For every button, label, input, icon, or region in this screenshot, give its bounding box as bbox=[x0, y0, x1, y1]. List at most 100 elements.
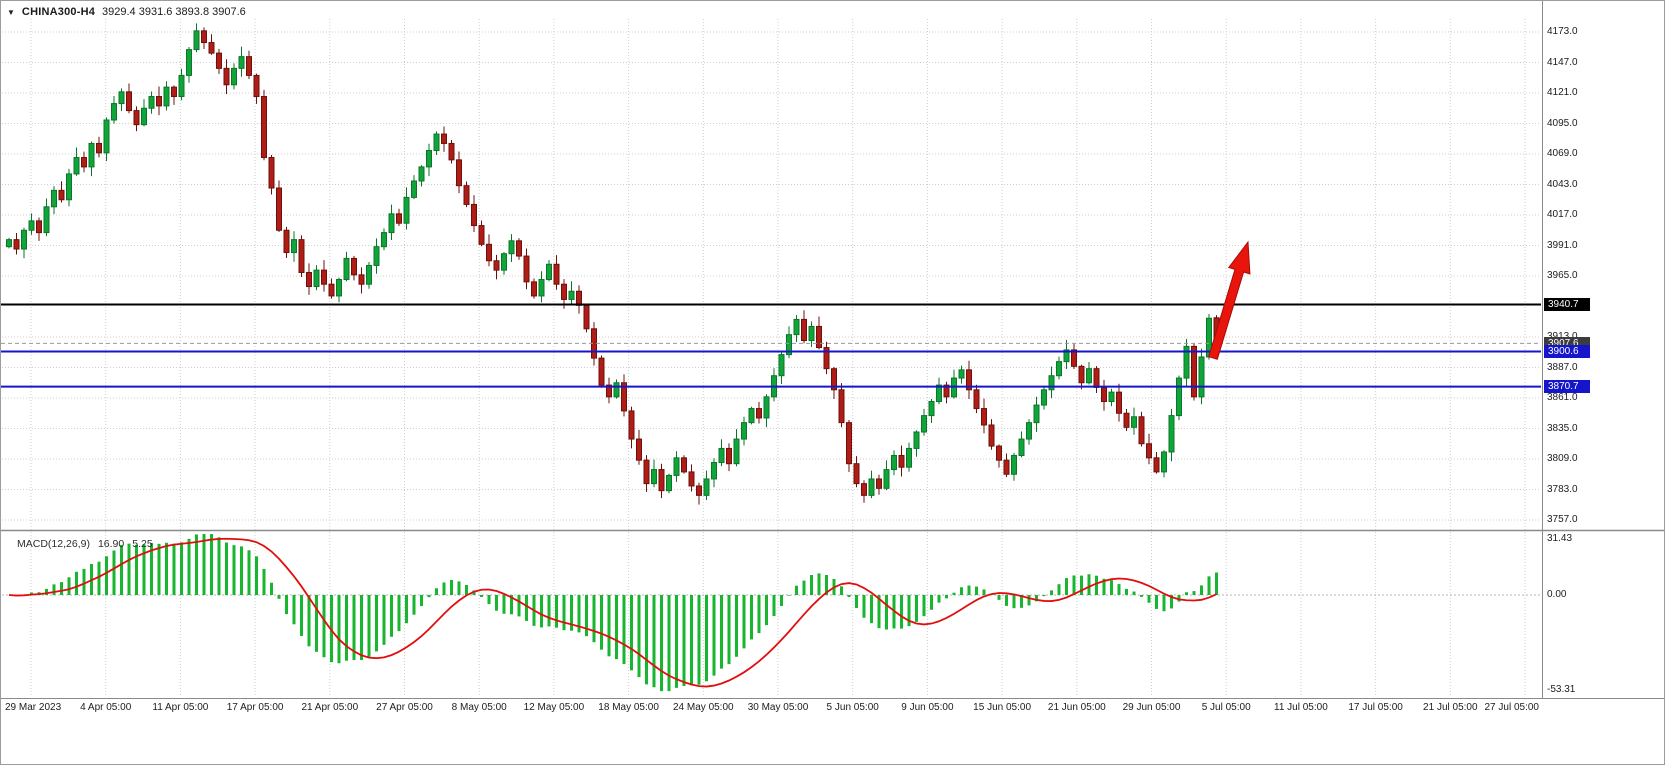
bear-candle bbox=[561, 283, 567, 300]
macd-tick-label: 0.00 bbox=[1547, 589, 1567, 600]
bull-candle bbox=[43, 206, 50, 234]
bear-candle bbox=[441, 133, 447, 144]
bear-candle bbox=[1093, 368, 1100, 388]
price-tick-label: 3783.0 bbox=[1547, 483, 1578, 495]
bear-candle bbox=[981, 408, 987, 426]
up-arrow-annotation[interactable] bbox=[1208, 240, 1251, 360]
price-tick-label: 3809.0 bbox=[1547, 453, 1578, 464]
bull-candle bbox=[388, 213, 395, 234]
bull-candle bbox=[1168, 415, 1175, 453]
time-tick-label: 21 Jun 05:00 bbox=[1047, 702, 1106, 713]
bear-candle bbox=[658, 469, 665, 492]
bull-candle bbox=[118, 91, 125, 105]
bear-candle bbox=[471, 203, 477, 227]
bull-candle bbox=[381, 232, 387, 248]
bear-candle bbox=[36, 220, 42, 234]
bull-candle bbox=[568, 290, 575, 300]
price-tick-label: 4043.0 bbox=[1547, 178, 1578, 190]
bull-candle bbox=[21, 229, 27, 250]
bear-candle bbox=[321, 269, 327, 285]
time-tick-label: 27 Apr 05:00 bbox=[376, 702, 433, 713]
bear-candle bbox=[688, 471, 695, 487]
bull-candle bbox=[231, 67, 237, 86]
bull-candle bbox=[1048, 375, 1055, 391]
bull-candle bbox=[163, 86, 170, 107]
symbol-title: CHINA300-H4 bbox=[21, 6, 96, 18]
bear-candle bbox=[523, 255, 530, 283]
bear-candle bbox=[1146, 443, 1152, 459]
time-tick-label: 5 Jul 05:00 bbox=[1201, 702, 1251, 713]
time-tick-label: 4 Apr 05:00 bbox=[80, 702, 132, 713]
bear-candle bbox=[253, 74, 260, 98]
candlestick-series bbox=[6, 23, 1220, 505]
time-tick-label: 27 Jul 05:00 bbox=[1484, 702, 1540, 713]
bear-candle bbox=[358, 274, 365, 285]
bear-candle bbox=[208, 42, 215, 54]
bull-candle bbox=[28, 220, 35, 231]
bull-candle bbox=[343, 257, 350, 281]
bear-candle bbox=[201, 30, 207, 44]
bear-candle bbox=[576, 290, 582, 306]
macd-signal-value: 5.25 bbox=[132, 538, 153, 550]
bull-candle bbox=[1131, 416, 1137, 428]
bull-candle bbox=[66, 173, 72, 201]
bear-candle bbox=[816, 325, 822, 349]
macd-histogram bbox=[15, 534, 1218, 692]
bear-candle bbox=[1116, 391, 1122, 414]
bull-candle bbox=[613, 382, 620, 398]
bull-candle bbox=[703, 478, 710, 496]
time-tick-label: 21 Apr 05:00 bbox=[301, 702, 359, 713]
time-tick-label: 11 Apr 05:00 bbox=[152, 702, 209, 713]
bull-candle bbox=[336, 279, 342, 297]
bear-candle bbox=[1078, 365, 1085, 384]
bear-candle bbox=[133, 110, 140, 126]
bull-candle bbox=[1018, 438, 1025, 456]
bear-candle bbox=[1153, 457, 1160, 473]
bull-candle bbox=[808, 325, 815, 342]
bull-candle bbox=[1056, 361, 1062, 377]
time-tick-label: 17 Jul 05:00 bbox=[1348, 702, 1403, 713]
bull-candle bbox=[373, 246, 380, 266]
symbol-dropdown-icon[interactable]: ▼ bbox=[7, 7, 15, 17]
bull-candle bbox=[51, 189, 57, 208]
bull-candle bbox=[103, 119, 110, 154]
time-tick-label: 12 May 05:00 bbox=[523, 702, 585, 713]
bull-candle bbox=[786, 334, 792, 356]
bear-candle bbox=[988, 424, 995, 447]
time-tick-label: 24 May 05:00 bbox=[672, 702, 734, 713]
bear-candle bbox=[966, 369, 972, 391]
price-tick-label: 4017.0 bbox=[1547, 209, 1578, 220]
bear-candle bbox=[598, 357, 605, 386]
macd-title: MACD(12,26,9) bbox=[17, 538, 90, 550]
bull-candle bbox=[741, 422, 747, 440]
bull-candle bbox=[1161, 451, 1167, 473]
bull-candle bbox=[1063, 349, 1070, 363]
price-tick-label: 3835.0 bbox=[1547, 422, 1578, 434]
time-tick-label: 11 Jul 05:00 bbox=[1274, 702, 1328, 713]
bear-candle bbox=[478, 225, 485, 245]
bull-candle bbox=[921, 415, 927, 433]
bear-candle bbox=[223, 67, 230, 86]
bear-candle bbox=[1101, 386, 1107, 403]
price-tick-label: 3887.0 bbox=[1547, 361, 1578, 373]
bear-candle bbox=[861, 483, 867, 496]
bear-candle bbox=[853, 463, 860, 485]
bear-candle bbox=[726, 447, 732, 465]
bull-candle bbox=[313, 269, 320, 288]
bear-candle bbox=[823, 347, 830, 370]
bear-candle bbox=[628, 410, 635, 440]
bull-candle bbox=[906, 447, 912, 468]
bear-candle bbox=[298, 239, 305, 273]
bear-candle bbox=[553, 263, 560, 285]
time-tick-label: 30 May 05:00 bbox=[747, 702, 809, 713]
bear-candle bbox=[996, 445, 1002, 461]
level-price-badge-3900.6: 3900.6 bbox=[1544, 345, 1590, 359]
price-tick-label: 3965.0 bbox=[1547, 270, 1578, 281]
macd-tick-label: 31.43 bbox=[1547, 533, 1573, 544]
bull-candle bbox=[1183, 345, 1190, 379]
bear-candle bbox=[351, 257, 357, 276]
bull-candle bbox=[793, 318, 800, 336]
bull-candle bbox=[433, 133, 440, 151]
